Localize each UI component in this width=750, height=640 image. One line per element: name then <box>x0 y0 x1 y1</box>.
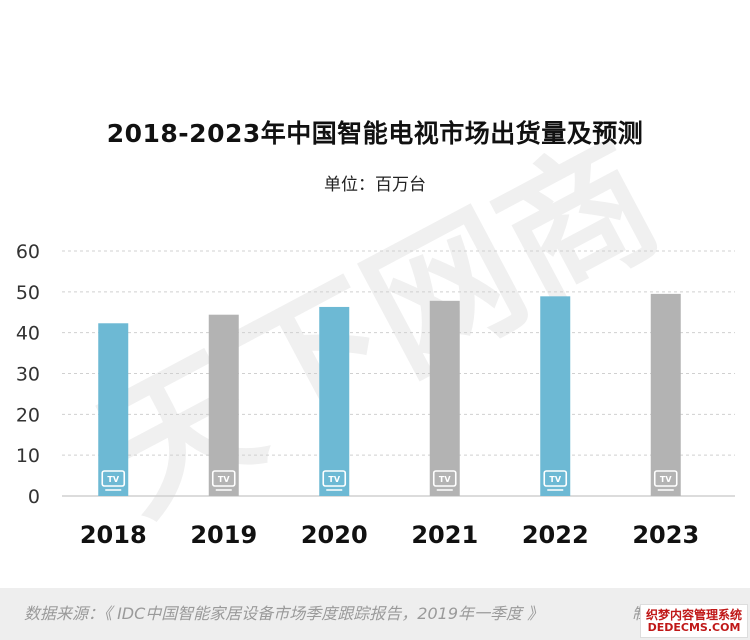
y-tick-label: 60 <box>16 241 40 263</box>
y-tick-label: 30 <box>16 364 40 386</box>
y-tick-label: 10 <box>16 445 40 467</box>
tv-icon-label: TV <box>218 475 230 484</box>
tv-icon-label: TV <box>549 475 561 484</box>
bar <box>319 306 350 496</box>
bar <box>429 300 460 496</box>
site-badge[interactable]: 织梦内容管理系统 DEDECMS.COM <box>640 604 748 638</box>
tv-icon-label: TV <box>660 475 672 484</box>
bar <box>98 323 129 496</box>
y-tick-label: 0 <box>28 486 40 508</box>
unit-label: 单位：百万台 <box>324 175 426 195</box>
tv-icon: TV <box>432 470 457 491</box>
tv-icon: TV <box>322 470 347 491</box>
badge-title: 织梦内容管理系统 <box>645 608 742 622</box>
x-tick-label: 2018 <box>80 521 147 549</box>
bar-group: TV <box>429 300 460 496</box>
bar-group: TV <box>208 314 239 496</box>
tv-icon: TV <box>653 470 678 491</box>
y-tick-label: 40 <box>16 323 40 345</box>
bar <box>208 314 239 496</box>
chart-title: 2018-2023年中国智能电视市场出货量及预测 <box>106 119 644 148</box>
tv-icon: TV <box>101 470 126 491</box>
bar <box>650 293 681 496</box>
bar-group: TV <box>650 293 681 496</box>
tv-icon-label: TV <box>439 475 451 484</box>
x-tick-label: 2019 <box>190 521 257 549</box>
footer-bar <box>0 588 750 640</box>
y-tick-label: 50 <box>16 282 40 304</box>
tv-icon: TV <box>211 470 236 491</box>
x-axis: 2018 2019 2020 2021 2022 2023 <box>80 521 699 549</box>
y-tick-label: 20 <box>16 404 40 426</box>
x-tick-label: 2021 <box>411 521 478 549</box>
tv-icon-label: TV <box>107 475 119 484</box>
x-tick-label: 2023 <box>632 521 699 549</box>
tv-icon: TV <box>543 470 568 491</box>
bar-group: TV <box>540 296 571 496</box>
x-tick-label: 2022 <box>522 521 589 549</box>
source-text: 数据来源：《 IDC中国智能家居设备市场季度跟踪报告，2019年一季度 》 <box>24 604 544 623</box>
bars: TV TV TV TV TV TV <box>98 293 681 496</box>
tv-icon-label: TV <box>328 475 340 484</box>
bar-group: TV <box>98 323 129 496</box>
badge-url: DEDECMS.COM <box>647 621 741 634</box>
gridlines <box>62 250 735 497</box>
x-tick-label: 2020 <box>301 521 368 549</box>
bar-group: TV <box>319 306 350 496</box>
bar <box>540 296 571 496</box>
y-axis: 0 10 20 30 40 50 60 <box>16 241 40 508</box>
